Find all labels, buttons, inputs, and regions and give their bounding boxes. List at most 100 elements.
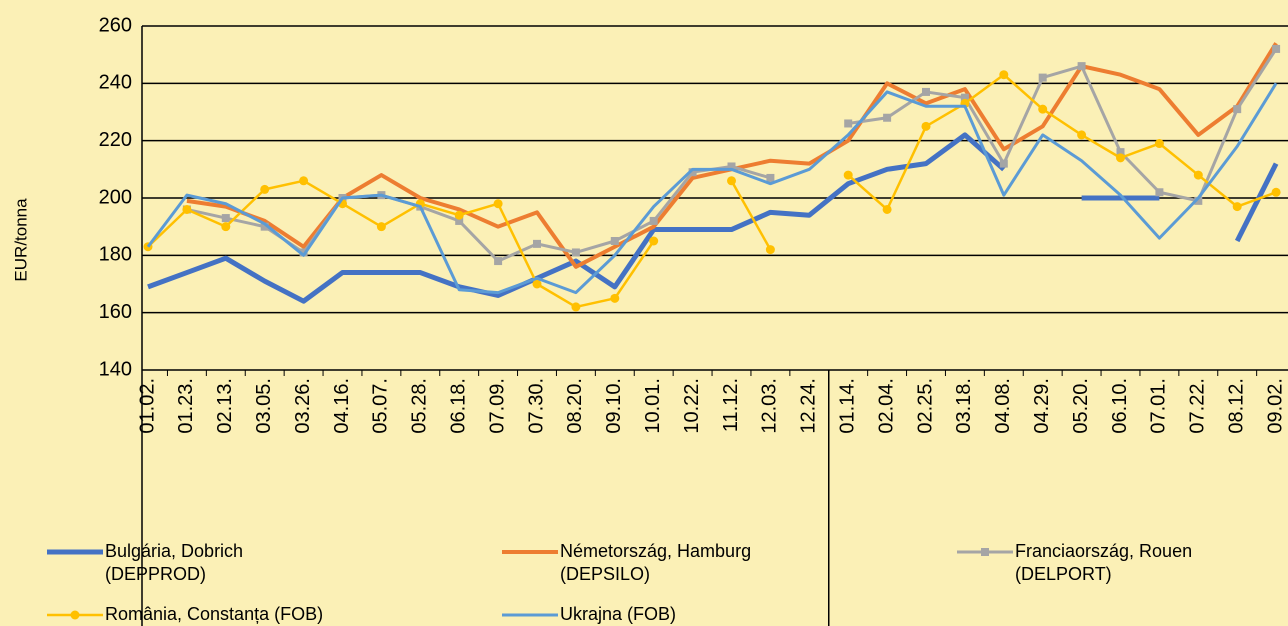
x-tick-label: 09.02. <box>1264 378 1286 434</box>
legend-swatch <box>47 549 103 555</box>
legend-swatch <box>957 548 1013 556</box>
point <box>494 257 503 266</box>
series-line <box>186 42 1278 269</box>
y-tick-label: 200 <box>99 186 132 208</box>
point <box>533 239 541 248</box>
x-tick-label: 12.03. <box>759 378 781 434</box>
legend-marker <box>70 610 80 620</box>
point <box>921 121 931 131</box>
point <box>1194 196 1203 205</box>
x-tick-label: 03.26. <box>292 378 314 434</box>
point <box>299 248 308 257</box>
y-axis-title: EUR/tonna <box>11 198 30 282</box>
y-tick-label: 160 <box>99 301 132 323</box>
legend-marker <box>981 548 989 556</box>
legend-swatch <box>502 550 558 554</box>
point <box>727 162 736 171</box>
point <box>260 184 270 194</box>
x-tick-label: 04.08. <box>992 378 1014 434</box>
point <box>1271 187 1281 197</box>
x-tick-label: 01.14. <box>836 378 858 434</box>
legend-label: Franciaország, Rouen (DELPORT) <box>1015 541 1193 584</box>
point <box>221 222 231 232</box>
point <box>610 237 619 245</box>
point <box>376 222 386 232</box>
point <box>571 302 581 312</box>
point <box>688 168 697 177</box>
point <box>454 210 464 220</box>
x-tick-label: 06.10. <box>1109 378 1131 434</box>
x-tick-label: 05.07. <box>370 378 392 434</box>
x-tick-label: 06.18. <box>447 378 469 434</box>
x-tick-label: 07.30. <box>525 378 547 434</box>
point <box>883 113 892 122</box>
x-tick-label: 07.22. <box>1187 378 1209 434</box>
point <box>882 204 892 214</box>
legend-swatch <box>502 613 558 617</box>
series-line <box>847 73 1277 211</box>
legend-swatch <box>47 610 103 620</box>
legend-label: Bulgária, Dobrich (DEPPROD) <box>105 541 244 584</box>
legend-item: România, Constanța (FOB) <box>45 603 345 626</box>
series-line <box>147 132 1006 304</box>
point <box>727 176 736 186</box>
point <box>922 87 930 96</box>
x-tick-label: 02.13. <box>214 378 236 434</box>
point <box>1116 148 1125 157</box>
point <box>960 93 969 102</box>
x-tick-label: 01.23. <box>175 378 197 434</box>
legend-label: Ukrajna (FOB) <box>560 604 677 624</box>
series-line <box>847 48 1278 203</box>
point <box>1233 105 1242 114</box>
x-tick-label: 07.09. <box>486 378 508 434</box>
series-line <box>147 179 655 309</box>
point <box>182 204 192 214</box>
legend-item: Franciaország, Rouen (DELPORT) <box>955 540 1255 586</box>
x-tick-label: 02.04. <box>875 378 897 434</box>
x-tick-label: 05.20. <box>1070 378 1092 434</box>
point <box>765 245 775 255</box>
x-tick-label: 08.20. <box>564 378 586 434</box>
x-tick-label: 01.02. <box>136 378 158 434</box>
x-tick-label: 12.24. <box>798 378 820 434</box>
series-line <box>730 180 772 251</box>
point <box>532 279 542 289</box>
point <box>493 199 503 209</box>
x-tick-label: 03.05. <box>253 378 275 434</box>
point <box>1077 62 1086 71</box>
point <box>260 222 269 231</box>
point <box>649 236 659 246</box>
y-tick-label: 140 <box>99 358 132 380</box>
x-tick-label: 11.12. <box>720 378 742 432</box>
point <box>1038 73 1047 82</box>
x-tick-label: 08.12. <box>1225 378 1247 434</box>
legend-item: Bulgária, Dobrich (DEPPROD) <box>45 540 345 586</box>
point <box>999 70 1009 80</box>
point <box>1232 202 1242 212</box>
y-tick-label: 220 <box>99 129 132 151</box>
point <box>1272 44 1281 53</box>
legend-item: Németország, Hamburg (DEPSILO) <box>500 540 800 586</box>
point <box>1038 104 1048 114</box>
legend-item: Ukrajna (FOB) <box>500 603 800 626</box>
x-tick-label: 02.25. <box>914 378 936 434</box>
point <box>1193 170 1203 180</box>
y-tick-label: 180 <box>99 244 132 266</box>
point <box>1077 130 1087 140</box>
x-tick-label: 10.01. <box>642 378 664 434</box>
x-tick-label: 04.29. <box>1031 378 1053 434</box>
legend-label: Németország, Hamburg (DEPSILO) <box>560 541 752 584</box>
y-tick-label: 240 <box>99 72 132 94</box>
point <box>571 248 580 257</box>
point <box>1116 153 1125 163</box>
point <box>843 170 853 180</box>
point <box>766 173 775 182</box>
point <box>649 216 658 225</box>
point <box>455 216 464 225</box>
legend-label: România, Constanța (FOB) <box>105 604 324 624</box>
x-tick-label: 09.10. <box>603 378 625 434</box>
point <box>844 119 853 128</box>
x-tick-label: 03.18. <box>953 378 975 434</box>
y-tick-label: 260 <box>99 14 132 36</box>
